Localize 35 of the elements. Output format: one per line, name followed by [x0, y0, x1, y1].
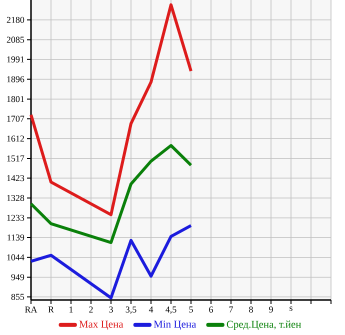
x-tick-label: 2 — [89, 306, 93, 312]
line-series — [30, 224, 193, 300]
y-tick-label: 1044 — [7, 254, 24, 260]
legend-label: Max Цена — [79, 320, 124, 330]
x-tick-label: RA — [25, 306, 38, 312]
y-tick-label: 1517 — [7, 155, 24, 162]
x-tick-label: 4,5 — [166, 306, 176, 314]
x-tick-label: 3,5 — [126, 306, 136, 314]
x-tick-label: 3 — [109, 306, 113, 313]
line-series — [30, 3, 193, 216]
x-tick-label: s — [290, 306, 292, 311]
y-tick-label: 1991 — [7, 56, 24, 62]
y-tick-label: 855 — [11, 294, 24, 300]
legend-label: Сред.Цена, т.йен — [226, 320, 302, 330]
y-tick-label: 1139 — [8, 234, 24, 241]
x-tick-label: 8 — [249, 306, 253, 313]
y-tick-label: 949 — [11, 274, 24, 280]
x-tick-label: 9 — [269, 306, 273, 313]
legend-label: Min Цена — [154, 320, 196, 330]
y-tick-label: 2180 — [6, 16, 24, 23]
x-tick-label: 5 — [189, 306, 193, 313]
y-tick-label: 1328 — [7, 194, 24, 202]
line-series — [30, 144, 193, 244]
x-tick-label: R — [48, 306, 54, 312]
y-tick-label: 1612 — [7, 136, 24, 142]
y-tick-label: 1801 — [7, 96, 24, 102]
y-tick-label: 1233 — [7, 214, 24, 221]
x-tick-label: 7 — [229, 306, 233, 312]
y-tick-label: 2085 — [6, 36, 24, 43]
x-tick-label: 6 — [209, 306, 213, 313]
x-tick-label: 4 — [148, 306, 154, 312]
y-tick-label: 1707 — [7, 116, 24, 122]
y-tick-label: 1896 — [7, 76, 24, 82]
x-tick-label: 1 — [70, 306, 73, 312]
y-tick-label: 1423 — [7, 175, 24, 182]
